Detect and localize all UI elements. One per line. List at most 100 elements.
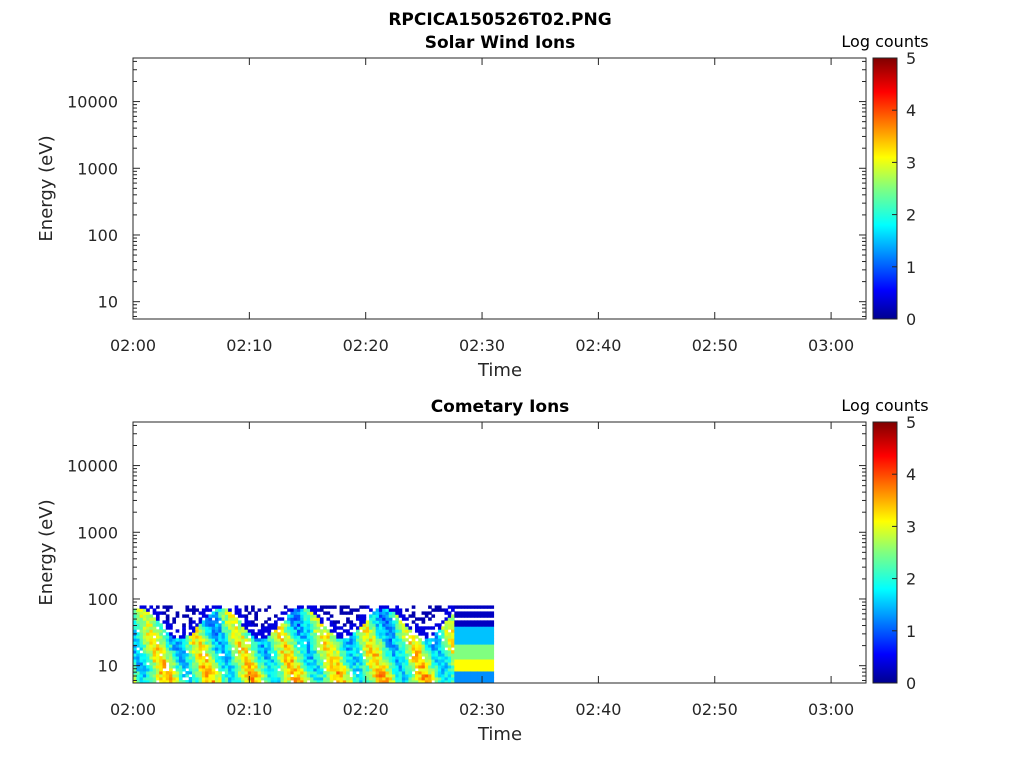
spectrogram-cell — [329, 671, 334, 675]
spectrogram-cell — [346, 653, 350, 657]
spectrogram-cell — [464, 647, 468, 651]
spectrogram-cell — [477, 671, 481, 675]
spectrogram-cell — [241, 632, 245, 636]
spectrogram-cell — [133, 647, 137, 651]
spectrogram-cell — [395, 680, 399, 684]
spectrogram-cell — [178, 656, 183, 660]
spectrogram-cell — [241, 668, 245, 672]
spectrogram-cell — [267, 641, 272, 645]
colorbar-tick-label: 4 — [906, 101, 916, 120]
spectrogram-cell — [454, 632, 459, 636]
spectrogram-cell — [270, 677, 275, 681]
spectrogram-cell — [313, 605, 318, 609]
spectrogram-cell — [139, 614, 144, 618]
spectrogram-cell — [418, 656, 422, 660]
spectrogram-cell — [280, 674, 285, 678]
y-axis-label: Energy (eV) — [36, 499, 57, 605]
spectrogram-cell — [155, 647, 160, 651]
spectrogram-cell — [434, 680, 439, 684]
spectrogram-cell — [182, 629, 186, 633]
spectrogram-cell — [277, 680, 281, 684]
spectrogram-cell — [270, 647, 275, 651]
spectrogram-data — [133, 605, 495, 684]
spectrogram-cell — [490, 647, 495, 651]
spectrogram-cell — [464, 656, 468, 660]
spectrogram-cell — [264, 647, 268, 651]
spectrogram-cell — [362, 614, 367, 618]
spectrogram-cell — [283, 650, 288, 654]
spectrogram-cell — [490, 677, 495, 681]
spectrogram-cell — [316, 659, 321, 663]
spectrogram-cell — [401, 680, 406, 684]
spectrogram-cell — [378, 680, 383, 684]
spectrogram-cell — [224, 677, 229, 681]
spectrogram-cell — [310, 623, 314, 627]
spectrogram-cell — [454, 614, 459, 618]
spectrogram-cell — [385, 662, 390, 666]
spectrogram-cell — [146, 671, 150, 675]
spectrogram-cell — [224, 626, 229, 630]
spectrogram-cell — [172, 617, 177, 621]
spectrogram-cell — [447, 620, 452, 624]
spectrogram-cell — [159, 611, 163, 615]
spectrogram-cell — [352, 653, 357, 657]
spectrogram-cell — [447, 662, 452, 666]
spectrogram-cell — [257, 665, 262, 669]
spectrogram-cell — [467, 677, 472, 681]
spectrogram-cell — [378, 650, 383, 654]
spectrogram-cell — [460, 674, 465, 678]
spectrogram-cell — [444, 668, 449, 672]
spectrogram-cell — [421, 641, 426, 645]
spectrogram-cell — [162, 611, 167, 615]
spectrogram-cell — [398, 680, 403, 684]
spectrogram-cell — [136, 674, 140, 678]
spectrogram-cell — [241, 650, 245, 654]
spectrogram-cell — [234, 638, 239, 642]
spectrogram-cell — [342, 647, 347, 651]
spectrogram-cell — [283, 668, 288, 672]
spectrogram-cell — [375, 677, 380, 681]
spectrogram-cell — [267, 629, 272, 633]
spectrogram-cell — [178, 674, 183, 678]
spectrogram-cell — [352, 656, 357, 660]
spectrogram-cell — [382, 638, 386, 642]
spectrogram-cell — [293, 656, 298, 660]
spectrogram-cell — [319, 635, 324, 639]
spectrogram-cell — [290, 617, 295, 621]
spectrogram-cell — [392, 644, 396, 648]
spectrogram-cell — [437, 668, 442, 672]
spectrogram-cell — [392, 641, 396, 645]
spectrogram-cell — [287, 638, 291, 642]
spectrogram-cell — [342, 668, 347, 672]
spectrogram-cell — [260, 626, 265, 630]
spectrogram-cell — [169, 677, 173, 681]
spectrogram-cell — [319, 662, 324, 666]
spectrogram-cell — [490, 674, 495, 678]
spectrogram-cell — [205, 638, 209, 642]
spectrogram-cell — [362, 620, 367, 624]
spectrogram-cell — [182, 635, 186, 639]
spectrogram-cell — [152, 680, 157, 684]
spectrogram-cell — [273, 680, 278, 684]
spectrogram-cell — [480, 647, 485, 651]
spectrogram-cell — [378, 677, 383, 681]
spectrogram-cell — [467, 605, 472, 609]
spectrogram-cell — [398, 629, 403, 633]
spectrogram-cell — [359, 680, 363, 684]
spectrogram-cell — [300, 647, 304, 651]
spectrogram-cell — [214, 605, 219, 609]
spectrogram-cell — [451, 659, 455, 663]
spectrogram-cell — [428, 680, 432, 684]
spectrogram-cell — [165, 644, 170, 648]
spectrogram-cell — [136, 668, 140, 672]
spectrogram-cell — [431, 671, 436, 675]
spectrogram-cell — [296, 620, 301, 624]
spectrogram-cell — [451, 620, 455, 624]
spectrogram-cell — [418, 680, 422, 684]
spectrogram-cell — [280, 629, 285, 633]
spectrogram-cell — [251, 665, 255, 669]
spectrogram-cell — [149, 662, 154, 666]
spectrogram-cell — [208, 650, 213, 654]
spectrogram-cell — [159, 662, 163, 666]
spectrogram-cell — [401, 629, 406, 633]
